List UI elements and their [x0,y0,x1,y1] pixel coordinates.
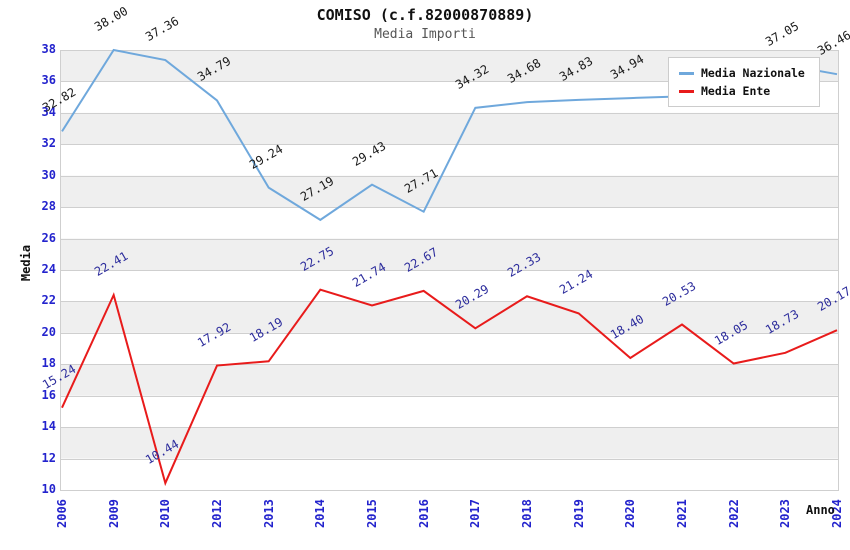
background-band [60,301,839,333]
media-ente-line-swatch [679,89,694,93]
x-axis-tick-label: 2023 [778,499,793,528]
media-nazionale-line-swatch [679,71,694,75]
plot-area [60,48,839,491]
y-axis-tick-label: 16 [41,387,56,402]
x-axis-tick-label: 2016 [416,499,431,528]
background-band [60,427,839,459]
x-axis-tick-label: 2019 [571,499,586,528]
y-axis-tick-label: 34 [41,104,56,119]
y-axis-tick-label: 30 [41,167,56,182]
x-axis-tick-label: 2022 [726,499,741,528]
x-axis-tick-label: 2018 [520,499,534,528]
y-axis-tick-label: 32 [41,136,56,151]
x-axis-tick-label: 2017 [468,499,483,528]
series-line-media-ente [61,288,838,487]
y-axis-tick-label: 10 [41,482,56,496]
x-axis-tick-label: 2020 [623,499,638,528]
y-axis-tick-label: 24 [41,262,56,276]
y-axis-tick-label: 12 [41,450,56,465]
background-band [60,175,839,208]
x-axis-tick-label: 2021 [675,499,689,528]
y-axis-tick-label: 28 [41,199,56,214]
chart-title: COMISO (c.f.82000870889) [316,6,534,24]
legend-label-media-nazionale: Media Nazionale [701,66,805,80]
legend-item-media-ente: Media Ente [679,82,819,100]
x-axis-tick-label: 2013 [261,499,276,528]
y-axis-tick-label: 22 [41,293,56,308]
background-band [60,238,839,270]
y-axis-tick-label: 26 [41,230,56,245]
y-axis-tick-label: 20 [41,324,56,339]
chart-subtitle: Media Importi [374,27,476,42]
legend-label-media-ente: Media Ente [701,84,771,98]
x-axis-tick-label: 2012 [210,499,224,528]
chart-canvas [60,48,839,491]
x-axis-tick-label: 2015 [365,499,379,528]
x-axis-title: Anno [806,503,835,517]
y-axis-tick-label: 36 [41,73,56,88]
x-axis-tick-label: 2006 [55,499,69,528]
y-axis-tick-label: 18 [41,356,56,371]
y-axis-tick-label: 14 [41,419,56,434]
y-axis-tick-label: 38 [41,42,56,56]
background-band [60,112,839,145]
x-axis-tick-label: 2010 [158,499,173,528]
x-axis-tick-label: 2009 [106,499,121,528]
x-axis-tick-label: 2014 [313,499,328,528]
legend-item-media-nazionale: Media Nazionale [679,64,819,82]
legend: Media Nazionale Media Ente [668,57,820,107]
background-band [60,364,839,396]
